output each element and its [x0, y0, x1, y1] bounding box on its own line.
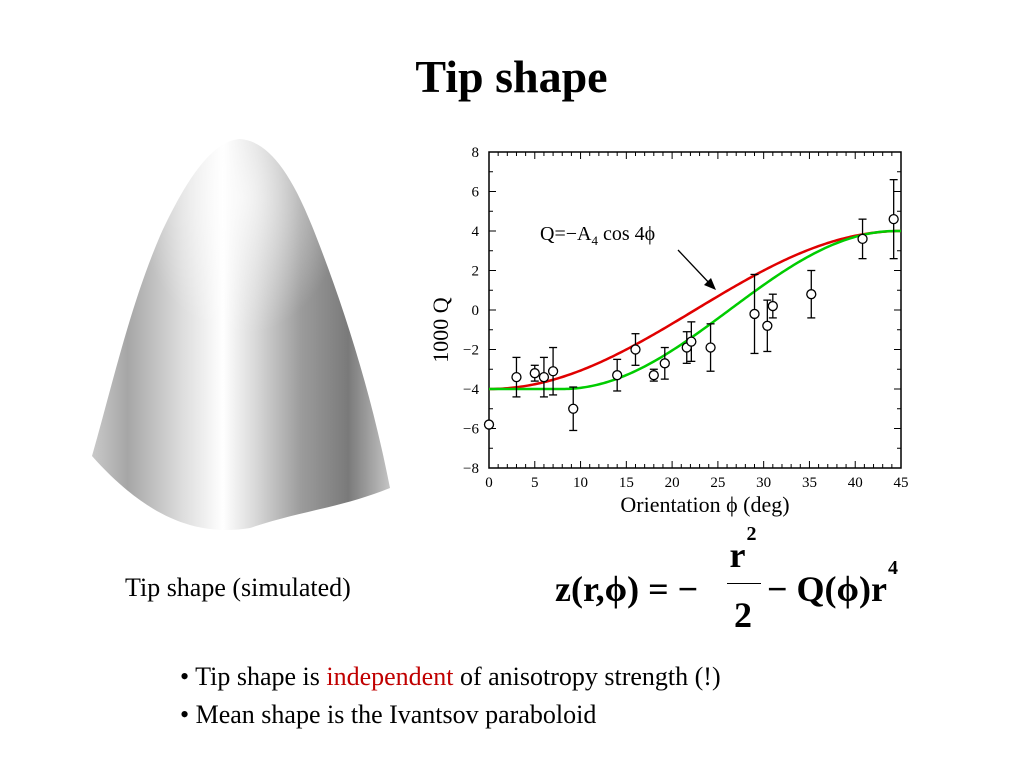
x-tick-label: 5 — [531, 475, 539, 491]
highlight-word: independent — [326, 662, 454, 691]
theory-curve-red — [488, 229, 902, 391]
formula-denominator: 2 — [734, 595, 752, 635]
x-tick-label: 10 — [573, 475, 588, 491]
data-point — [511, 371, 522, 383]
y-tick-label: 2 — [472, 264, 480, 280]
data-point — [705, 342, 716, 353]
slide-title: Tip shape — [415, 51, 608, 102]
y-tick-label: 8 — [472, 145, 480, 161]
annotation-arrowhead — [704, 278, 716, 290]
x-tick-label: 45 — [894, 475, 909, 491]
tip-shape-formula: z(r,ϕ) = − r2 2 − Q(ϕ)r4 — [555, 523, 915, 640]
fraction-bar — [727, 583, 761, 584]
x-tick-label: 30 — [756, 475, 771, 491]
data-point — [888, 214, 899, 225]
y-tick-label: 0 — [472, 303, 480, 319]
data-point — [483, 419, 495, 430]
data-point — [568, 403, 579, 414]
formula-lhs: z(r,ϕ) = − — [555, 569, 699, 609]
data-point — [749, 308, 760, 320]
data-point — [767, 300, 778, 312]
data-point — [659, 358, 670, 369]
curve-annotation: Q=−A4 cos 4ϕ — [540, 223, 655, 248]
data-point — [612, 370, 623, 381]
tip-shape-image — [92, 139, 390, 530]
y-axis-label: 1000 Q — [428, 297, 453, 363]
bullet-item: • Tip shape is independent of anisotropy… — [180, 662, 721, 691]
data-point — [529, 368, 540, 379]
y-tick-label: −4 — [463, 382, 479, 398]
formula-rhs: − Q(ϕ)r4 — [767, 557, 898, 609]
data-point — [547, 366, 559, 377]
formula-numerator: r2 — [729, 523, 757, 575]
fit-curve-green — [489, 229, 901, 391]
y-tick-label: −2 — [463, 343, 479, 359]
data-point — [806, 289, 817, 300]
y-tick-label: −8 — [463, 461, 479, 477]
x-axis-label: Orientation ϕ (deg) — [620, 492, 789, 517]
data-point — [762, 320, 773, 331]
x-tick-label: 0 — [485, 475, 493, 491]
x-tick-label: 15 — [619, 475, 634, 491]
data-point — [630, 344, 641, 355]
data-point — [648, 370, 659, 381]
x-tick-label: 35 — [802, 475, 817, 491]
bullet-list: • Tip shape is independent of anisotropy… — [180, 658, 721, 734]
y-tick-label: 4 — [472, 224, 480, 240]
x-tick-label: 20 — [665, 475, 680, 491]
x-tick-label: 40 — [848, 475, 863, 491]
x-tick-label: 25 — [710, 475, 725, 491]
q-orientation-chart: 0 5 10 15 20 25 30 35 40 45 −8 −6 −4 −2 0 2 4 6 8 Orientati… — [428, 145, 909, 517]
bullet-item: • Mean shape is the Ivantsov paraboloid — [180, 700, 597, 729]
y-tick-label: 6 — [472, 185, 480, 201]
y-tick-label: −6 — [463, 422, 479, 438]
shape-caption: Tip shape (simulated) — [125, 573, 351, 602]
annotation-arrow — [677, 249, 713, 287]
data-point — [857, 233, 868, 245]
data-point — [686, 336, 697, 347]
data-point — [538, 371, 550, 383]
